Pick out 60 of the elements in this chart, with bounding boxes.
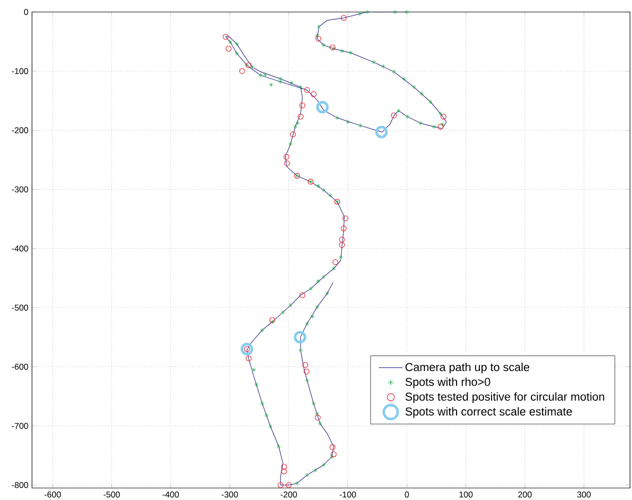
point: [294, 330, 306, 344]
point: [304, 368, 310, 374]
point: [390, 112, 397, 118]
point: [298, 114, 304, 120]
legend-label: Spots tested positive for circular motion: [405, 392, 604, 403]
point: [269, 317, 276, 323]
point: [299, 292, 306, 298]
x-tick-label: -600: [44, 492, 61, 498]
point: [340, 15, 347, 21]
point: [310, 91, 316, 98]
point: [299, 102, 306, 108]
point: [314, 414, 321, 421]
point: [340, 226, 347, 232]
x-tick-label: -200: [280, 492, 297, 498]
x-tick-label: 200: [518, 492, 532, 498]
point: [278, 482, 284, 488]
point: [246, 356, 252, 362]
y-tick-label: -800: [12, 482, 28, 488]
point: [339, 236, 345, 243]
point: [226, 46, 232, 52]
point: [342, 215, 348, 222]
x-tick-label: -300: [222, 492, 238, 498]
point: [239, 68, 246, 74]
point: [240, 342, 254, 356]
y-tick-label: -700: [12, 422, 28, 429]
point: [332, 259, 338, 266]
point: [339, 242, 345, 248]
point: [281, 464, 287, 470]
point: [438, 124, 444, 130]
point: [316, 100, 329, 114]
y-tick-label: -100: [12, 68, 28, 74]
point: [440, 114, 446, 120]
y-tick-label: -600: [12, 364, 28, 370]
point: [284, 154, 290, 160]
y-tick-label: -300: [12, 186, 28, 192]
legend-label: Spots with correct scale estimate: [405, 407, 572, 418]
legend-label: Spots with rho>0: [405, 378, 490, 388]
point: [246, 62, 252, 68]
x-tick-label: -400: [162, 492, 179, 498]
point: [330, 444, 336, 450]
y-tick-label: -200: [12, 127, 28, 134]
y-tick-label: 0: [24, 9, 28, 15]
point: [330, 451, 337, 458]
y-tick-label: -500: [12, 304, 28, 311]
point: [286, 482, 292, 488]
x-tick-label: 100: [459, 492, 473, 498]
point: [284, 160, 290, 166]
point: [375, 126, 388, 138]
x-tick-label: -100: [340, 492, 356, 498]
point: [281, 468, 287, 474]
y-tick-label: -400: [12, 246, 28, 252]
point: [290, 132, 296, 138]
point: [304, 87, 310, 93]
x-tick-label: -500: [104, 492, 120, 498]
x-tick-label: 0: [404, 492, 409, 498]
point: [315, 36, 322, 42]
point: [302, 362, 308, 368]
point: [222, 34, 229, 40]
x-tick-label: 300: [577, 492, 591, 498]
legend-label: Camera path up to scale: [406, 362, 530, 374]
